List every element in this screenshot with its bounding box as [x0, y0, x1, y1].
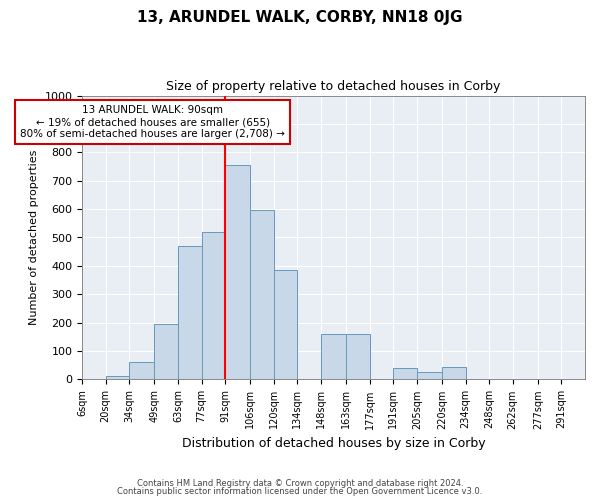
Bar — [346, 334, 370, 380]
Bar — [321, 334, 346, 380]
Bar — [154, 324, 178, 380]
Bar — [129, 362, 154, 380]
Bar — [225, 165, 250, 380]
X-axis label: Distribution of detached houses by size in Corby: Distribution of detached houses by size … — [182, 437, 485, 450]
Text: Contains public sector information licensed under the Open Government Licence v3: Contains public sector information licen… — [118, 487, 482, 496]
Text: 13 ARUNDEL WALK: 90sqm
← 19% of detached houses are smaller (655)
80% of semi-de: 13 ARUNDEL WALK: 90sqm ← 19% of detached… — [20, 106, 285, 138]
Y-axis label: Number of detached properties: Number of detached properties — [29, 150, 39, 325]
Bar — [274, 270, 298, 380]
Bar — [178, 246, 202, 380]
Bar — [106, 376, 129, 380]
Bar — [442, 366, 466, 380]
Text: 13, ARUNDEL WALK, CORBY, NN18 0JG: 13, ARUNDEL WALK, CORBY, NN18 0JG — [137, 10, 463, 25]
Bar — [393, 368, 417, 380]
Text: Contains HM Land Registry data © Crown copyright and database right 2024.: Contains HM Land Registry data © Crown c… — [137, 478, 463, 488]
Bar — [250, 210, 274, 380]
Title: Size of property relative to detached houses in Corby: Size of property relative to detached ho… — [166, 80, 501, 93]
Bar — [417, 372, 442, 380]
Bar — [202, 232, 225, 380]
